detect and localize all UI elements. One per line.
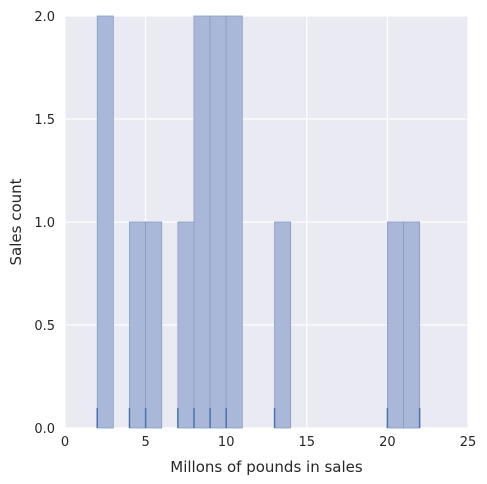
histogram-bars (96, 15, 421, 429)
histogram-bar (193, 15, 211, 429)
x-axis-label: Millons of pounds in sales (170, 458, 363, 476)
y-tick-label: 1.5 (34, 113, 55, 128)
y-axis-ticks: 0.0 0.5 1.0 1.5 2.0 (34, 10, 55, 437)
x-tick-label: 15 (299, 435, 316, 450)
x-axis-ticks: 0 5 10 15 20 25 (61, 435, 476, 450)
y-tick-label: 1.0 (34, 216, 55, 231)
histogram-bar (129, 221, 146, 429)
x-tick-label: 5 (141, 435, 149, 450)
y-axis-label: Sales count (7, 178, 25, 265)
histogram-bar (274, 221, 292, 429)
histogram-bar (177, 221, 195, 429)
y-tick-label: 2.0 (34, 10, 55, 25)
histogram-bar (209, 15, 227, 429)
y-tick-label: 0.0 (34, 422, 55, 437)
histogram-bar (403, 221, 421, 429)
histogram-bar (145, 221, 163, 429)
y-tick-label: 0.5 (34, 319, 55, 334)
rug-marks (96, 408, 421, 428)
x-tick-label: 25 (460, 435, 477, 450)
histogram-bar (386, 221, 404, 429)
x-tick-label: 0 (61, 435, 69, 450)
histogram-bar (225, 15, 243, 429)
x-tick-label: 10 (218, 435, 235, 450)
histogram-bar (96, 15, 114, 429)
x-tick-label: 20 (379, 435, 396, 450)
